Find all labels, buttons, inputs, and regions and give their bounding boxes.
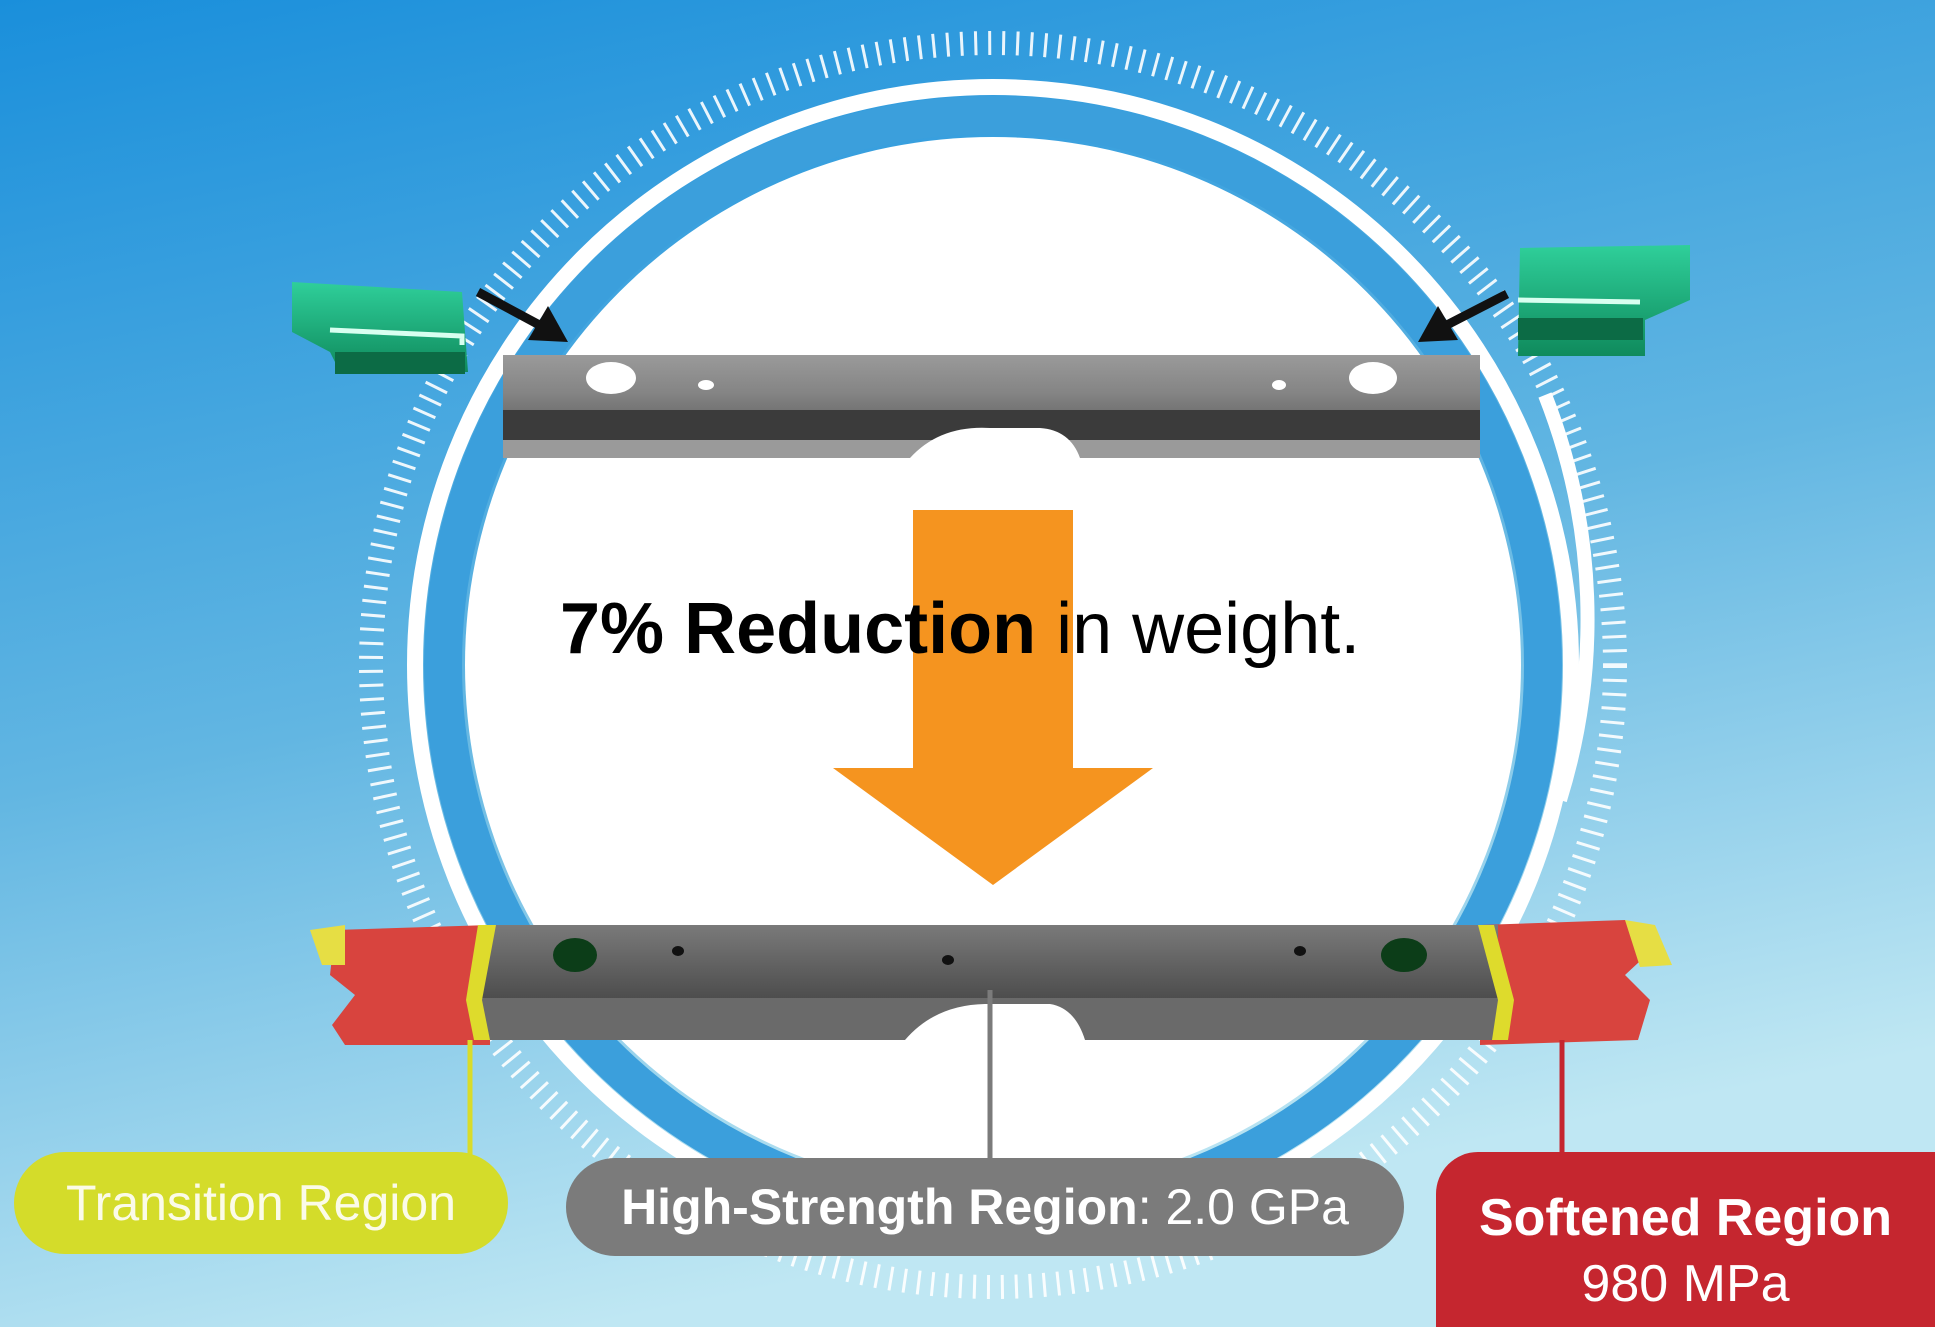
transition-region-label: Transition Region bbox=[14, 1152, 508, 1254]
softened-region-name: Softened Region bbox=[1478, 1189, 1893, 1247]
headline-rest: in weight. bbox=[1036, 589, 1361, 669]
left-bracket bbox=[292, 282, 468, 374]
headline-bold: 7% Reduction bbox=[560, 589, 1037, 669]
high-strength-region-name: High-Strength Region bbox=[621, 1179, 1138, 1235]
softened-region-value: 980 MPa bbox=[1581, 1255, 1790, 1313]
headline: 7% Reduction in weight. bbox=[560, 588, 1460, 670]
tick-ring bbox=[359, 31, 1627, 1299]
right-pointer-arrow bbox=[1418, 289, 1510, 342]
high-strength-region-label: High-Strength Region: 2.0 GPa bbox=[566, 1158, 1404, 1256]
high-strength-region-value: : 2.0 GPa bbox=[1137, 1179, 1349, 1235]
left-pointer-arrow bbox=[475, 288, 568, 342]
ring-highlight bbox=[1538, 392, 1595, 803]
down-arrow bbox=[833, 510, 1153, 885]
original-beam bbox=[503, 355, 1480, 458]
transition-region-text: Transition Region bbox=[65, 1175, 456, 1231]
right-bracket bbox=[1517, 245, 1690, 356]
softened-region-label: Softened Region 980 MPa bbox=[1436, 1152, 1935, 1327]
